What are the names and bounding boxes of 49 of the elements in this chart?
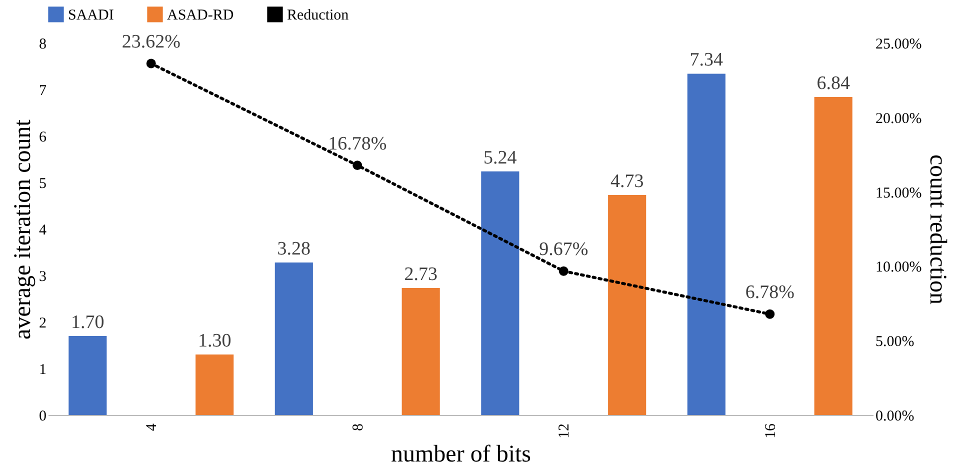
data-label: 23.62% (122, 32, 181, 53)
bar (608, 195, 646, 415)
x-tick-label: 4 (144, 423, 160, 431)
y2-tick-label: 25.00% (876, 36, 922, 52)
data-label: 7.34 (690, 50, 724, 71)
y2-tick-label: 0.00% (876, 408, 914, 424)
y-tick-label: 8 (39, 36, 46, 52)
y-tick-label: 0 (39, 408, 46, 424)
bar (481, 171, 520, 415)
y-tick-label: 2 (39, 316, 46, 332)
point (352, 160, 362, 170)
data-label: 5.24 (484, 147, 518, 168)
y-tick-label: 4 (39, 222, 47, 238)
y-tick-label: 1 (39, 362, 46, 378)
bar (402, 288, 440, 415)
legend-label: Reduction (287, 7, 350, 24)
x-tick-label: 16 (762, 423, 779, 438)
data-label: 6.84 (816, 72, 850, 94)
x-tick-label: 8 (350, 424, 366, 431)
data-label: 2.73 (404, 264, 438, 286)
data-label: 16.78% (328, 133, 387, 154)
legend-label: SAADI (68, 7, 114, 24)
bar (68, 336, 107, 415)
data-label: 6.78% (745, 282, 795, 304)
bar (274, 262, 313, 415)
y2-axis-title: count reduction (924, 154, 951, 304)
point (765, 309, 775, 319)
bar (196, 354, 234, 415)
point (558, 266, 568, 276)
bar (687, 74, 726, 415)
y-tick-label: 7 (39, 83, 47, 99)
x-axis-title: number of bits (391, 442, 531, 468)
y2-tick-label: 10.00% (876, 260, 922, 276)
data-label: 4.73 (610, 171, 644, 192)
y-tick-label: 3 (39, 269, 46, 285)
data-label: 1.30 (198, 330, 232, 352)
y2-tick-label: 20.00% (876, 110, 922, 127)
point (146, 58, 156, 68)
y-axis-title: average iteration count (10, 119, 36, 340)
bar (814, 96, 852, 415)
y-tick-label: 6 (39, 130, 47, 146)
data-label: 1.70 (71, 312, 104, 333)
legend-label: ASAD-RD (167, 7, 234, 24)
y-tick-label: 5 (39, 176, 46, 192)
x-tick-label: 12 (556, 424, 573, 438)
y2-tick-label: 5.00% (876, 334, 914, 350)
data-label: 9.67% (539, 239, 588, 260)
data-label: 3.28 (277, 238, 311, 260)
y2-tick-label: 15.00% (876, 185, 922, 202)
